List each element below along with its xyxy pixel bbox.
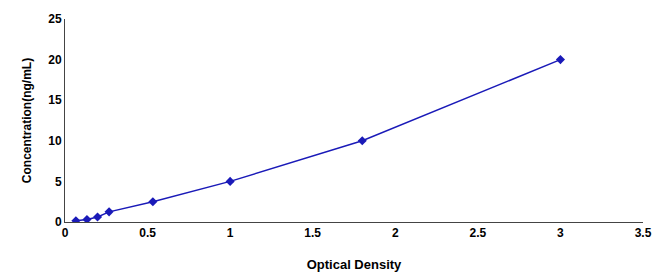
svg-text:20: 20 [48,53,62,67]
svg-text:0.5: 0.5 [139,226,156,240]
svg-text:3: 3 [557,226,564,240]
svg-text:2: 2 [392,226,399,240]
svg-text:3.5: 3.5 [635,226,652,240]
svg-text:10: 10 [48,134,62,148]
svg-text:0: 0 [55,215,62,229]
svg-text:Optical Density: Optical Density [307,257,402,272]
svg-text:Concentration(ng/mL): Concentration(ng/mL) [20,58,34,183]
svg-text:1: 1 [227,226,234,240]
svg-text:1.5: 1.5 [304,226,321,240]
svg-text:0: 0 [62,226,69,240]
svg-text:5: 5 [55,175,62,189]
svg-text:25: 25 [48,12,62,26]
svg-text:15: 15 [48,93,62,107]
svg-text:2.5: 2.5 [470,226,487,240]
